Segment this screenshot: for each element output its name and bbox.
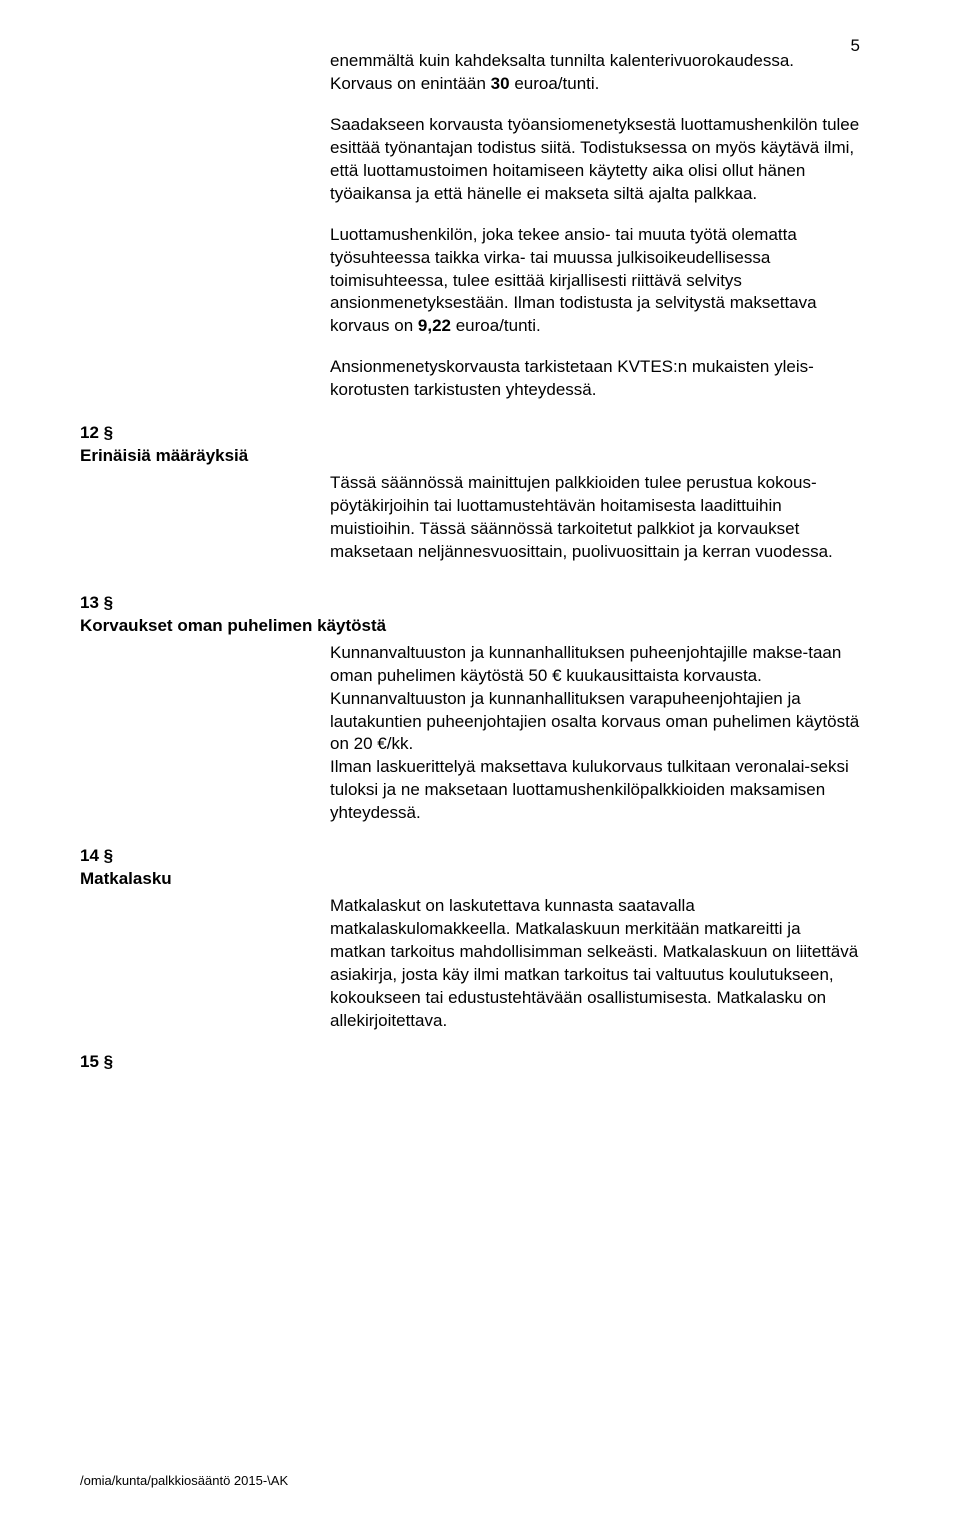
- section-12-num: 12 §: [80, 422, 860, 445]
- section-12-title: Erinäisiä määräyksiä: [80, 445, 860, 468]
- section-12-body: Tässä säännössä mainittujen palkkioiden …: [330, 472, 860, 564]
- p3-text-c: euroa/tunti.: [451, 316, 541, 335]
- section-14-num: 14 §: [80, 845, 860, 868]
- paragraph-2: Saadakseen korvausta työansiomenetyksest…: [330, 114, 860, 206]
- section-14-body: Matkalaskut on laskutettava kunnasta saa…: [330, 895, 860, 1033]
- section-13-heading: 13 § Korvaukset oman puhelimen käytöstä: [80, 592, 860, 638]
- section-13-title: Korvaukset oman puhelimen käytöstä: [80, 615, 860, 638]
- section-13-body-2: Ilman laskuerittelyä maksettava kulukorv…: [330, 756, 860, 825]
- section-13-num: 13 §: [80, 592, 860, 615]
- paragraph-3: Luottamushenkilön, joka tekee ansio- tai…: [330, 224, 860, 339]
- section-14-title: Matkalasku: [80, 868, 860, 891]
- section-13-body-1: Kunnanvaltuuston ja kunnanhallituksen pu…: [330, 642, 860, 757]
- section-12-heading: 12 § Erinäisiä määräyksiä: [80, 422, 860, 468]
- page-number: 5: [851, 35, 860, 58]
- section-14-heading: 14 § Matkalasku: [80, 845, 860, 891]
- footer-path: /omia/kunta/palkkiosääntö 2015-\AK: [80, 1472, 288, 1490]
- section-15-heading: 15 §: [80, 1051, 860, 1074]
- p1-text-c: euroa/tunti.: [510, 74, 600, 93]
- paragraph-1: enemmältä kuin kahdeksalta tunnilta kale…: [330, 50, 860, 96]
- p1-bold: 30: [491, 74, 510, 93]
- paragraph-4: Ansionmenetyskorvausta tarkistetaan KVTE…: [330, 356, 860, 402]
- p3-bold: 9,22: [418, 316, 451, 335]
- p3-text-a: Luottamushenkilön, joka tekee ansio- tai…: [330, 225, 817, 336]
